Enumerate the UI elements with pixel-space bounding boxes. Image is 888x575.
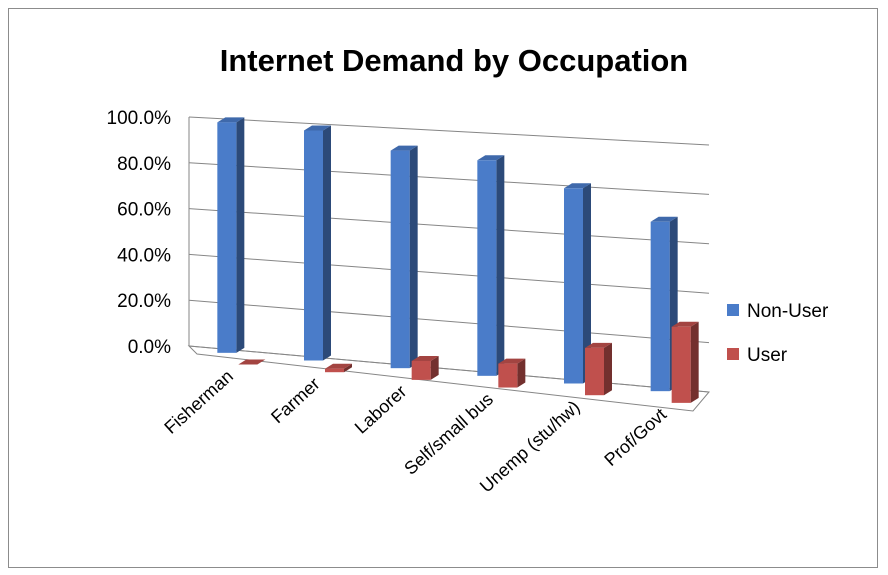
axes	[187, 117, 711, 412]
x-tick-label: Farmer	[267, 374, 323, 428]
x-tick-label: Prof/Govt	[600, 404, 670, 470]
gridline	[188, 116, 710, 146]
x-tick-label: Self/small bus	[400, 389, 497, 479]
legend-label-user: User	[747, 345, 788, 366]
bar-user	[671, 321, 699, 403]
chart-canvas: Internet Demand by Occupation 0.0% 20.0% 4…	[107, 43, 829, 497]
bar-user	[411, 355, 439, 380]
x-tick-label: Unemp (stu/hw)	[476, 397, 584, 497]
chart-title: Internet Demand by Occupation	[220, 43, 689, 78]
floor	[187, 345, 711, 412]
x-tick-label: Fisherman	[160, 366, 237, 438]
y-tick-label: 40.0%	[117, 245, 171, 266]
y-tick-label: 0.0%	[128, 337, 171, 358]
bars	[217, 117, 699, 403]
bar-user	[498, 358, 526, 388]
gridlines	[188, 116, 710, 393]
gridline	[188, 208, 710, 245]
bar-non-user	[304, 125, 331, 361]
bar-user	[325, 363, 352, 373]
y-tick-label: 20.0%	[117, 291, 171, 312]
gridline	[188, 299, 710, 344]
y-tick-labels: 0.0% 20.0% 40.0% 60.0% 80.0% 100.0%	[107, 108, 172, 358]
legend-label-non-user: Non-User	[747, 301, 829, 322]
chart-area: Internet Demand by Occupation 0.0% 20.0% 4…	[8, 8, 878, 568]
y-tick-label: 80.0%	[117, 154, 171, 175]
legend: Non-User User	[727, 301, 829, 366]
y-tick-label: 100.0%	[107, 108, 172, 129]
legend-swatch-non-user	[727, 304, 739, 316]
x-tick-label: Laborer	[351, 381, 410, 437]
bar-non-user	[390, 145, 418, 369]
gridline	[188, 162, 710, 195]
bar-non-user	[477, 155, 505, 376]
bar-user	[238, 359, 266, 365]
y-tick-label: 60.0%	[117, 200, 171, 221]
bar-user	[585, 342, 612, 396]
legend-swatch-user	[727, 348, 739, 360]
bar-non-user	[217, 117, 245, 353]
gridline	[188, 253, 710, 294]
bar-non-user	[564, 183, 591, 384]
